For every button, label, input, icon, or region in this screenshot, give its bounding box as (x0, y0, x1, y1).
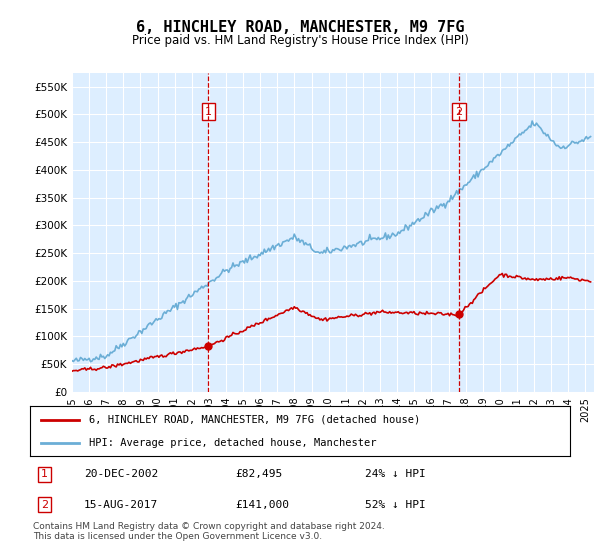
Text: 6, HINCHLEY ROAD, MANCHESTER, M9 7FG: 6, HINCHLEY ROAD, MANCHESTER, M9 7FG (136, 20, 464, 35)
Text: 6, HINCHLEY ROAD, MANCHESTER, M9 7FG (detached house): 6, HINCHLEY ROAD, MANCHESTER, M9 7FG (de… (89, 414, 421, 424)
Text: 52% ↓ HPI: 52% ↓ HPI (365, 500, 425, 510)
Text: £141,000: £141,000 (235, 500, 289, 510)
Text: 15-AUG-2017: 15-AUG-2017 (84, 500, 158, 510)
Text: £82,495: £82,495 (235, 469, 283, 479)
Text: 24% ↓ HPI: 24% ↓ HPI (365, 469, 425, 479)
Text: HPI: Average price, detached house, Manchester: HPI: Average price, detached house, Manc… (89, 438, 377, 448)
Text: 1: 1 (205, 106, 212, 116)
Text: 1: 1 (41, 469, 48, 479)
Text: Contains HM Land Registry data © Crown copyright and database right 2024.
This d: Contains HM Land Registry data © Crown c… (33, 522, 385, 542)
Text: 2: 2 (41, 500, 48, 510)
Text: 20-DEC-2002: 20-DEC-2002 (84, 469, 158, 479)
Text: 2: 2 (455, 106, 463, 116)
Text: Price paid vs. HM Land Registry's House Price Index (HPI): Price paid vs. HM Land Registry's House … (131, 34, 469, 46)
